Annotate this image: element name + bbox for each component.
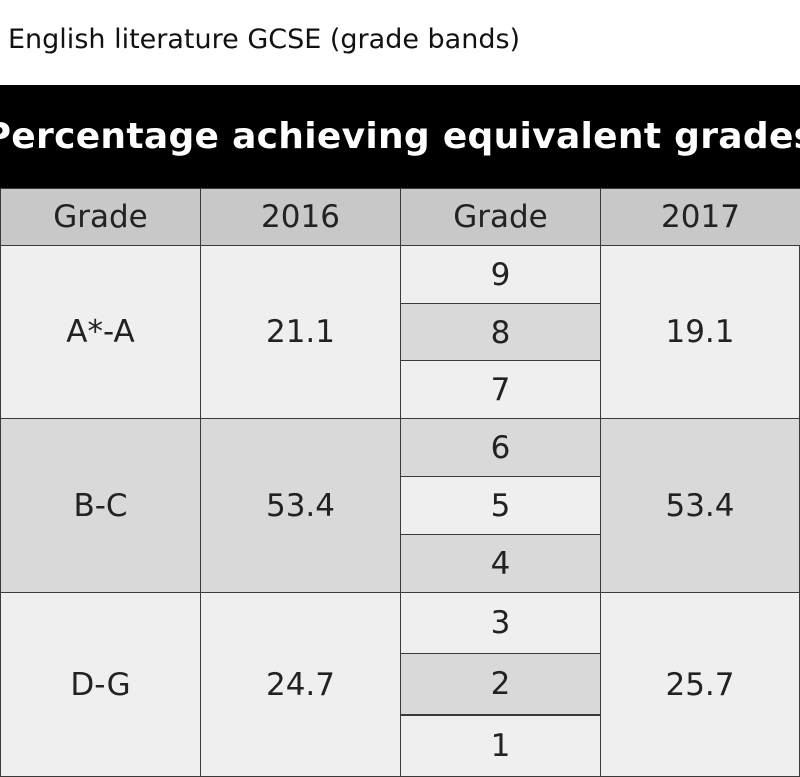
value-2017: 19.1 bbox=[600, 245, 800, 419]
header-cell: Grade bbox=[400, 188, 601, 246]
grade-number: 3 bbox=[400, 592, 601, 654]
grade-number: 2 bbox=[400, 653, 601, 715]
grade-band: A*-A bbox=[0, 245, 201, 419]
grade-band: B-C bbox=[0, 418, 201, 593]
header-cell: 2017 bbox=[600, 188, 800, 246]
value-2017: 53.4 bbox=[600, 418, 800, 593]
grade-number: 7 bbox=[400, 360, 601, 419]
grade-number: 6 bbox=[400, 418, 601, 477]
grade-band: D-G bbox=[0, 592, 201, 777]
grade-number: 8 bbox=[400, 303, 601, 362]
value-2017: 25.7 bbox=[600, 592, 800, 777]
grade-number: 4 bbox=[400, 534, 601, 593]
value-2016: 53.4 bbox=[200, 418, 401, 593]
grade-number: 5 bbox=[400, 476, 601, 535]
grade-number: 9 bbox=[400, 245, 601, 304]
table-title: Percentage achieving equivalent grades bbox=[0, 85, 800, 188]
caption: English literature GCSE (grade bands) bbox=[8, 24, 521, 55]
header-cell: 2016 bbox=[200, 188, 401, 246]
grade-number: 1 bbox=[400, 715, 601, 777]
value-2016: 21.1 bbox=[200, 245, 401, 419]
value-2016: 24.7 bbox=[200, 592, 401, 777]
header-cell: Grade bbox=[0, 188, 201, 246]
